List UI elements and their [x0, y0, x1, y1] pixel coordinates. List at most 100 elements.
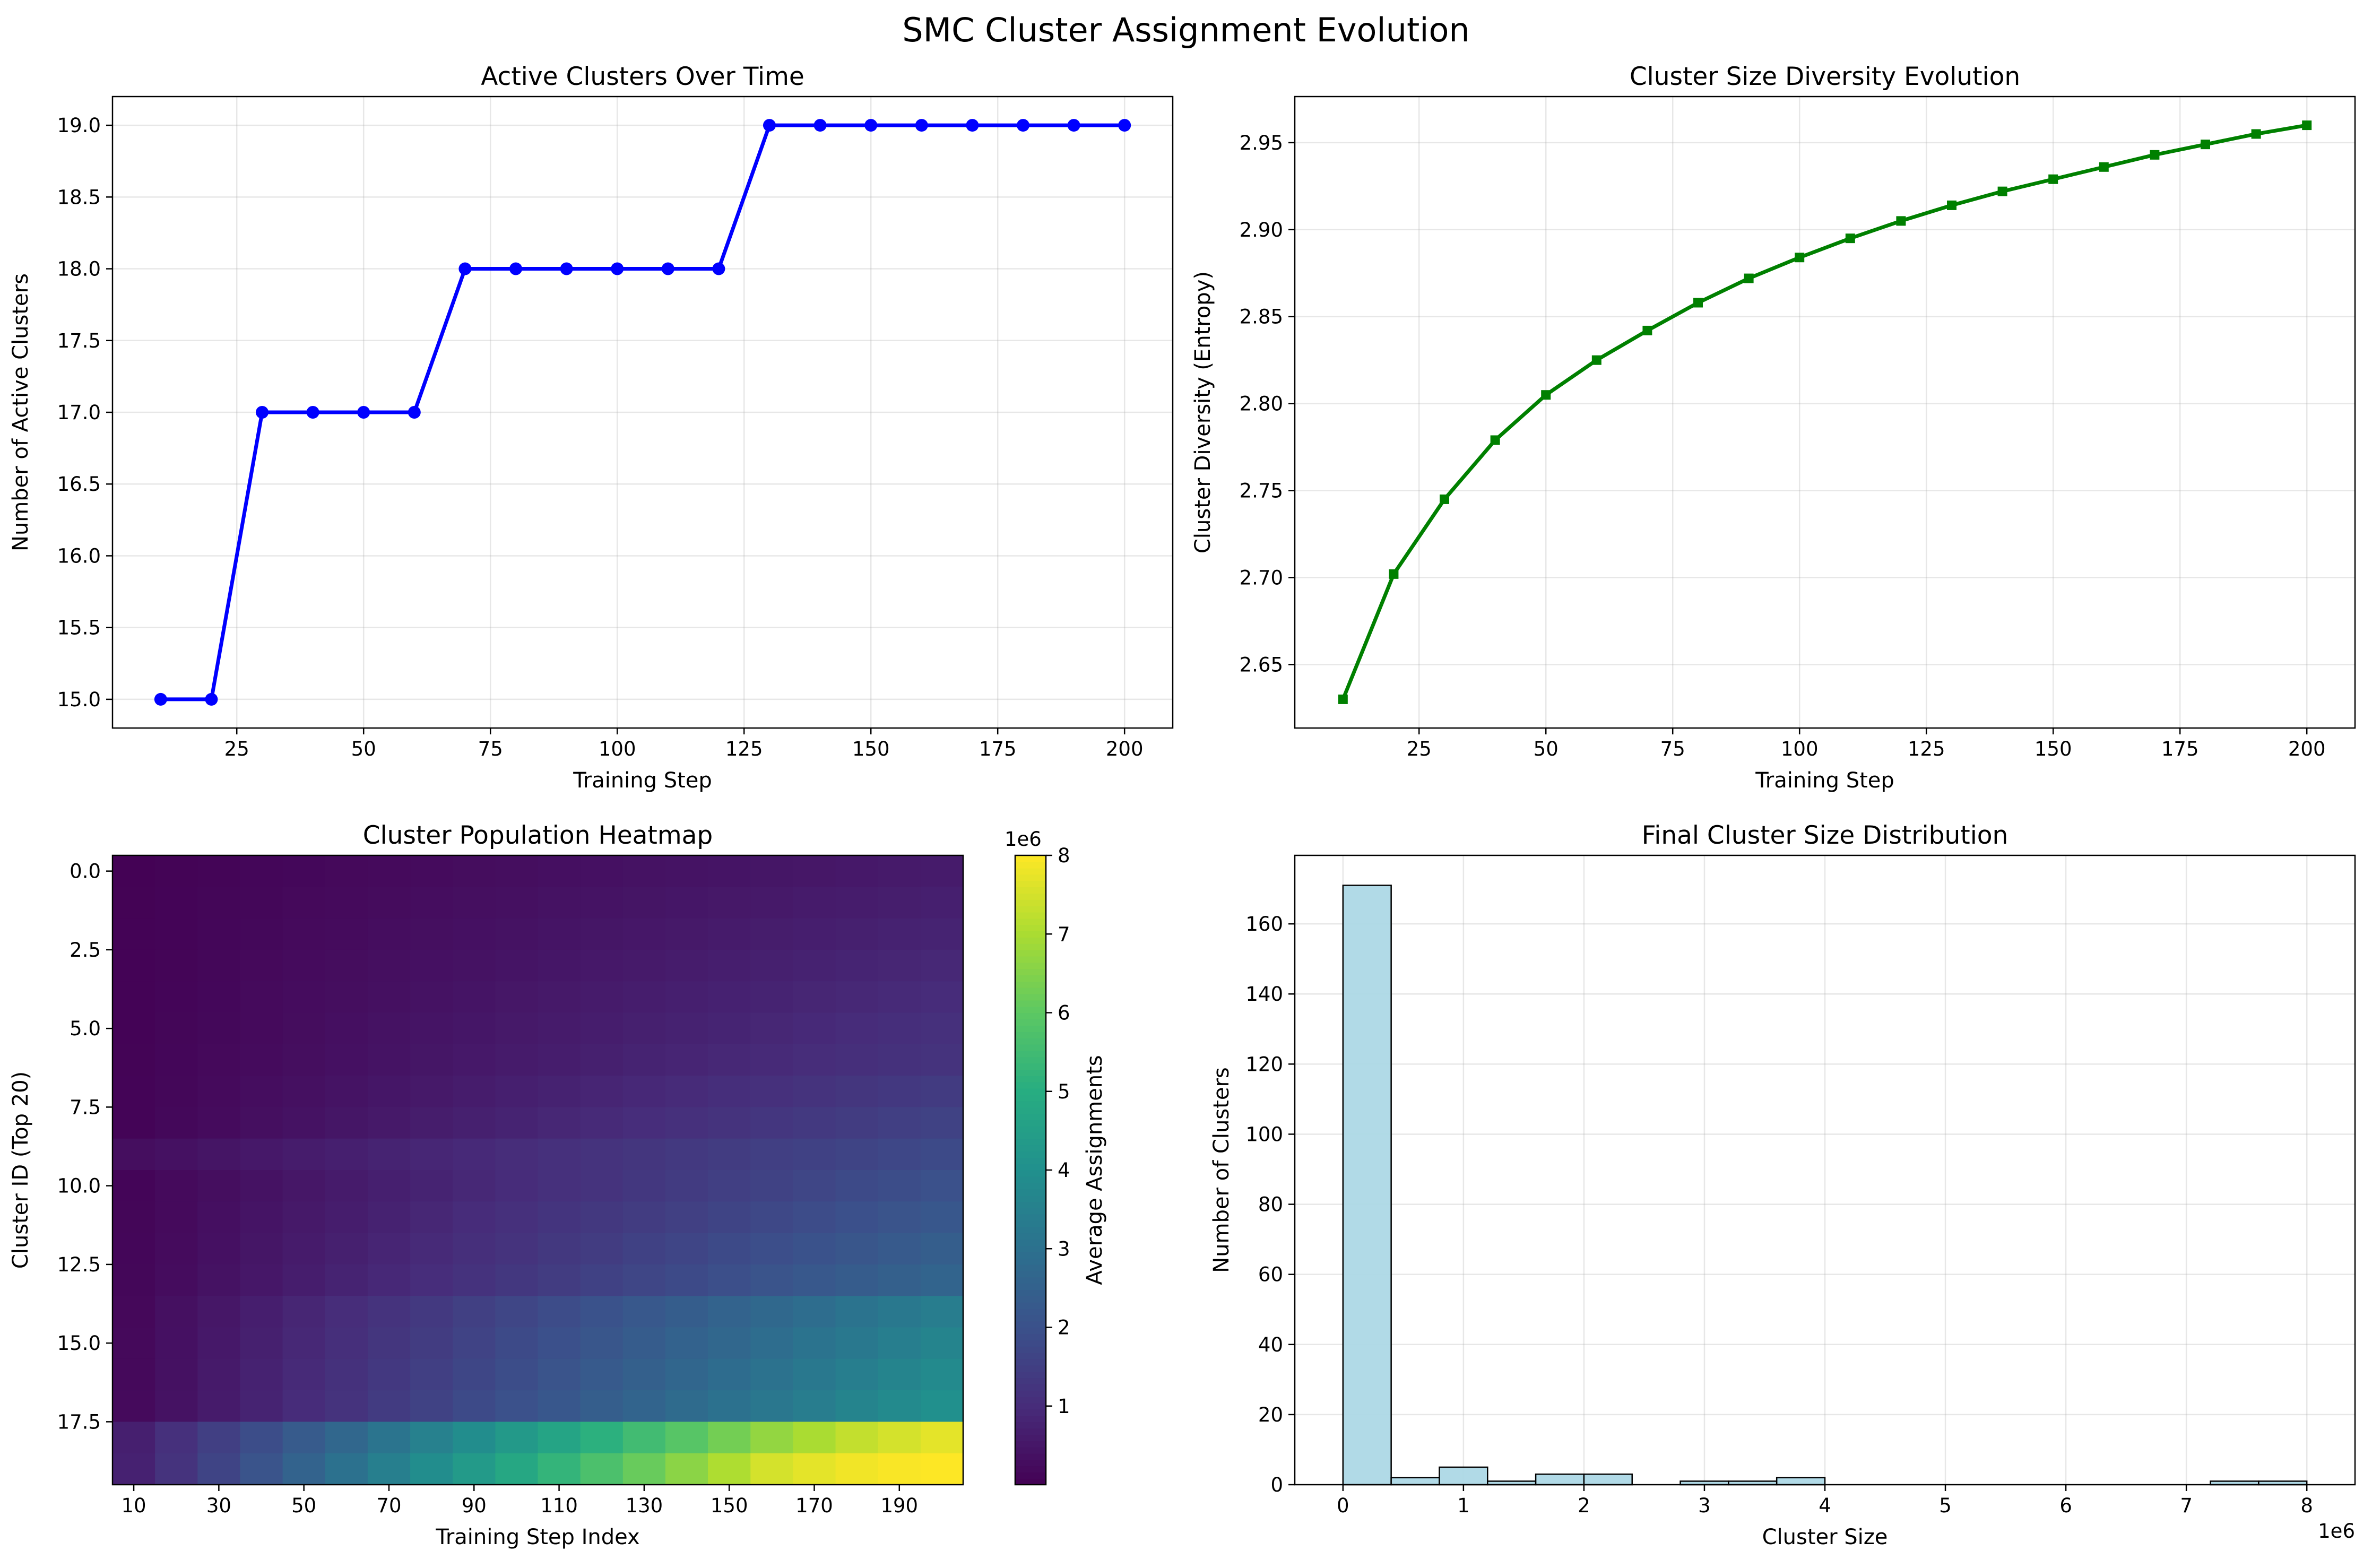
- heatmap-cell: [112, 855, 155, 887]
- heatmap-cell: [920, 1170, 964, 1202]
- heatmap-cell: [920, 1201, 964, 1234]
- data-point: [1693, 298, 1703, 308]
- data-point: [509, 262, 523, 275]
- heatmap-cell: [197, 1170, 241, 1202]
- heatmap-cell: [580, 1327, 624, 1359]
- colorbar-segment: [1015, 981, 1046, 988]
- heatmap-cell: [750, 918, 793, 950]
- heatmap-cell: [622, 918, 666, 950]
- heatmap-cell: [367, 1453, 411, 1485]
- heatmap-cell: [155, 887, 198, 919]
- heatmap-cell: [282, 1233, 326, 1265]
- y-tick-label: 16.0: [57, 544, 101, 567]
- colorbar-segment: [1015, 1333, 1046, 1341]
- colorbar-segment: [1015, 1314, 1046, 1322]
- colorbar-segment: [1015, 880, 1046, 888]
- colorbar-segment: [1015, 1170, 1046, 1177]
- heatmap-cell: [920, 1138, 964, 1171]
- heatmap-cell: [793, 1327, 836, 1359]
- heatmap-cell: [112, 1264, 155, 1296]
- heatmap-cell: [793, 1044, 836, 1076]
- heatmap-cell: [878, 1453, 921, 1485]
- colorbar-segment: [1015, 924, 1046, 932]
- colorbar-segment: [1015, 1220, 1046, 1227]
- heatmap-cell: [835, 981, 879, 1013]
- heatmap-cell: [325, 887, 368, 919]
- heatmap-cell: [410, 1138, 453, 1171]
- heatmap-cell: [622, 981, 666, 1013]
- heatmap-cell: [920, 887, 964, 919]
- colorbar-tick-label: 1: [1058, 1395, 1070, 1418]
- heatmap-cell: [325, 1044, 368, 1076]
- x-tick-label: 175: [979, 738, 1017, 760]
- x-axis-label: Training Step: [573, 768, 712, 793]
- heatmap-cell: [708, 981, 751, 1013]
- x-tick-label: 0: [1337, 1494, 1349, 1517]
- y-tick-label: 60: [1258, 1263, 1283, 1286]
- heatmap-cell: [538, 1264, 581, 1296]
- heatmap-cell: [750, 1390, 793, 1422]
- heatmap-cell: [197, 1296, 241, 1328]
- heatmap-cell: [155, 1201, 198, 1234]
- colorbar-segment: [1015, 1076, 1046, 1082]
- heatmap-cell: [750, 855, 793, 887]
- data-point: [2302, 120, 2312, 131]
- heatmap-cell: [665, 981, 708, 1013]
- heatmap-cell: [367, 981, 411, 1013]
- heatmap-cell: [495, 1107, 539, 1139]
- x-tick-label: 130: [626, 1494, 663, 1517]
- axes-frame: [1294, 96, 2356, 729]
- colorbar-segment: [1015, 987, 1046, 994]
- heatmap-cell: [240, 1012, 283, 1045]
- y-tick-label: 15.5: [57, 617, 101, 639]
- heatmap-cell: [325, 1422, 368, 1454]
- heatmap-cell: [878, 1012, 921, 1045]
- heatmap-cell: [750, 1170, 793, 1202]
- heatmap-cell: [580, 1044, 624, 1076]
- heatmap-cell: [325, 1012, 368, 1045]
- x-tick-label: 7: [2180, 1494, 2193, 1517]
- heatmap-cell: [112, 1453, 155, 1485]
- y-tick-label: 2.85: [1240, 306, 1283, 328]
- heatmap-cell: [495, 1264, 539, 1296]
- x-tick-label: 8: [2300, 1494, 2313, 1517]
- heatmap-cell: [793, 1138, 836, 1171]
- colorbar-segment: [1015, 1113, 1046, 1120]
- heatmap-cell: [197, 1076, 241, 1107]
- colorbar-segment: [1015, 1050, 1046, 1058]
- heatmap-cell: [878, 855, 921, 887]
- heatmap-cell: [878, 1233, 921, 1265]
- y-tick-label: 17.5: [57, 330, 101, 352]
- heatmap-cell: [155, 1076, 198, 1107]
- heatmap-cell: [708, 1264, 751, 1296]
- figure-title: SMC Cluster Assignment Evolution: [902, 11, 1469, 49]
- heatmap-cell: [155, 918, 198, 950]
- heatmap-cell: [750, 1076, 793, 1107]
- colorbar-segment: [1015, 1164, 1046, 1171]
- heatmap-cell: [665, 887, 708, 919]
- colorbar-segment: [1015, 899, 1046, 906]
- heatmap-cell: [155, 1296, 198, 1328]
- colorbar-segment: [1015, 949, 1046, 957]
- heatmap-cell: [750, 1327, 793, 1359]
- colorbar-segment: [1015, 1088, 1046, 1095]
- heatmap-cell: [155, 1233, 198, 1265]
- data-point: [306, 406, 319, 419]
- x-tick-label: 125: [1908, 738, 1945, 760]
- colorbar-segment: [1015, 1132, 1046, 1139]
- heatmap-cell: [282, 1138, 326, 1171]
- heatmap-cell: [665, 1327, 708, 1359]
- colorbar-segment: [1015, 1189, 1046, 1196]
- heatmap-cell: [325, 1264, 368, 1296]
- heatmap-cell: [622, 887, 666, 919]
- colorbar-segment: [1015, 874, 1046, 881]
- heatmap-cell: [367, 1358, 411, 1391]
- heatmap-cell: [282, 981, 326, 1013]
- heatmap-cell: [538, 1170, 581, 1202]
- heatmap-cell: [453, 1170, 496, 1202]
- heatmap-cell: [282, 1107, 326, 1139]
- heatmap-cell: [793, 1076, 836, 1107]
- heatmap-cell: [622, 1138, 666, 1171]
- data-point: [560, 262, 573, 275]
- heatmap-cell: [495, 1233, 539, 1265]
